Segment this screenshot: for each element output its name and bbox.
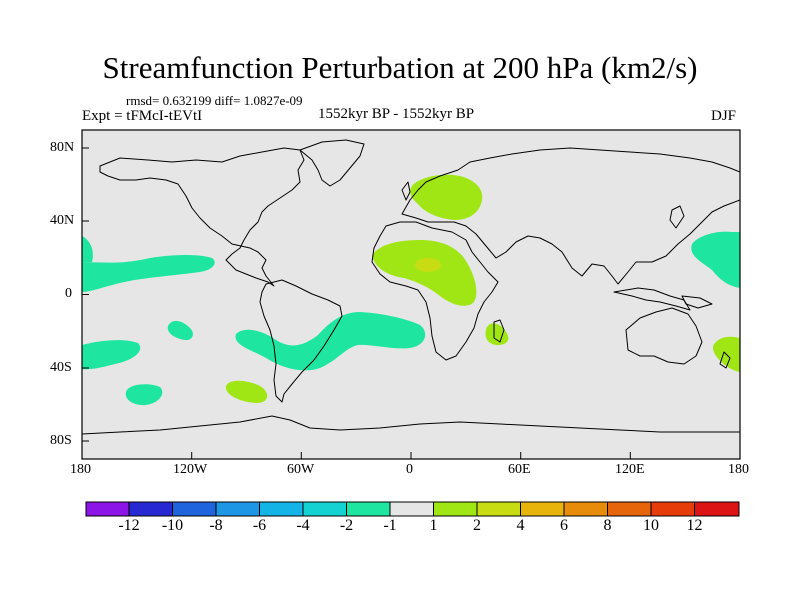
colorbar-label: 2 — [473, 517, 481, 534]
colorbar-label: -12 — [118, 517, 140, 534]
colorbar-box — [346, 501, 391, 517]
coast-north-america — [99, 147, 305, 287]
lon-tick-label: 0 — [406, 462, 413, 477]
coast-australia — [625, 307, 703, 365]
lon-tick-label: 60W — [287, 462, 315, 477]
colorbar-label: -10 — [161, 517, 184, 534]
colorbar-box — [563, 501, 608, 517]
colorbar-box — [172, 501, 217, 517]
colorbar-box — [215, 501, 260, 517]
coast-madagascar — [493, 319, 505, 343]
anomaly-layer — [82, 174, 740, 406]
season-label: DJF — [711, 108, 737, 124]
colorbar — [85, 501, 740, 517]
coast-japan — [669, 205, 685, 229]
coast-new-zealand — [719, 351, 731, 369]
colorbar-box — [259, 501, 304, 517]
coast-uk — [401, 181, 411, 201]
region-north-pacific-east — [82, 255, 215, 292]
stats-line: rmsd= 0.632199 diff= 1.0827e-09 — [126, 93, 303, 108]
colorbar-box — [85, 501, 130, 517]
colorbar-box — [520, 501, 565, 517]
region-north-africa — [372, 240, 477, 306]
period-label: 1552kyr BP - 1552kyr BP — [318, 106, 475, 122]
region-south-pacific-west — [82, 340, 141, 370]
colorbar-label: 6 — [560, 517, 568, 534]
coast-eurasia — [401, 147, 740, 285]
colorbar-box — [128, 501, 173, 517]
colorbar-label: 8 — [603, 517, 612, 534]
colorbar-box — [476, 501, 521, 517]
region-south-pacific-small — [167, 320, 193, 341]
coast-greenland — [299, 139, 365, 187]
region-europe — [410, 174, 483, 220]
lon-tick-label: 180 — [728, 462, 749, 477]
region-north-pacific-west-edge — [82, 236, 93, 262]
colorbar-label: 1 — [429, 517, 438, 534]
colorbar-label: 10 — [643, 517, 659, 534]
colorbar-label: -8 — [209, 517, 223, 534]
coast-antarctica — [82, 415, 740, 435]
map-background — [82, 130, 740, 459]
lat-tick-label: 80S — [50, 433, 72, 448]
colorbar-box — [694, 501, 740, 517]
colorbar-box — [650, 501, 695, 517]
coast-south-america — [259, 279, 343, 403]
region-south-atlantic-band — [235, 312, 426, 371]
coast-africa — [371, 221, 499, 361]
colorbar-label: -2 — [339, 517, 354, 534]
colorbar-label: -1 — [383, 517, 397, 534]
lat-tick-label: 0 — [65, 286, 72, 301]
colorbar-box — [302, 501, 347, 517]
coast-new-guinea — [681, 295, 713, 309]
lat-tick-label: 80N — [50, 140, 75, 155]
colorbar-label: -6 — [252, 517, 267, 534]
region-south-pacific-south — [125, 384, 163, 406]
colorbar-box — [607, 501, 652, 517]
coastlines — [82, 139, 740, 435]
lon-tick-label: 120E — [615, 462, 645, 477]
colorbar-label: -4 — [296, 517, 310, 534]
lon-tick-label: 120W — [173, 462, 208, 477]
region-madagascar — [485, 323, 509, 346]
coast-indonesia — [613, 287, 691, 311]
lon-tick-label: 180 — [70, 462, 91, 477]
colorbar-label: 12 — [686, 517, 703, 534]
colorbar-box — [389, 501, 434, 517]
region-west-pacific-north — [691, 231, 740, 288]
experiment-label: Expt = tFMcI-tEVtI — [82, 108, 203, 124]
region-south-america-south — [225, 380, 268, 403]
lat-tick-label: 40S — [50, 360, 72, 375]
colorbar-box — [433, 501, 478, 517]
region-west-africa-peak — [415, 258, 441, 272]
figure-title: Streamfunction Perturbation at 200 hPa (… — [102, 50, 698, 85]
axis-ticks — [81, 147, 741, 459]
lat-tick-label: 40N — [50, 213, 75, 228]
colorbar-label: 4 — [516, 517, 525, 534]
lon-tick-label: 60E — [508, 462, 531, 477]
